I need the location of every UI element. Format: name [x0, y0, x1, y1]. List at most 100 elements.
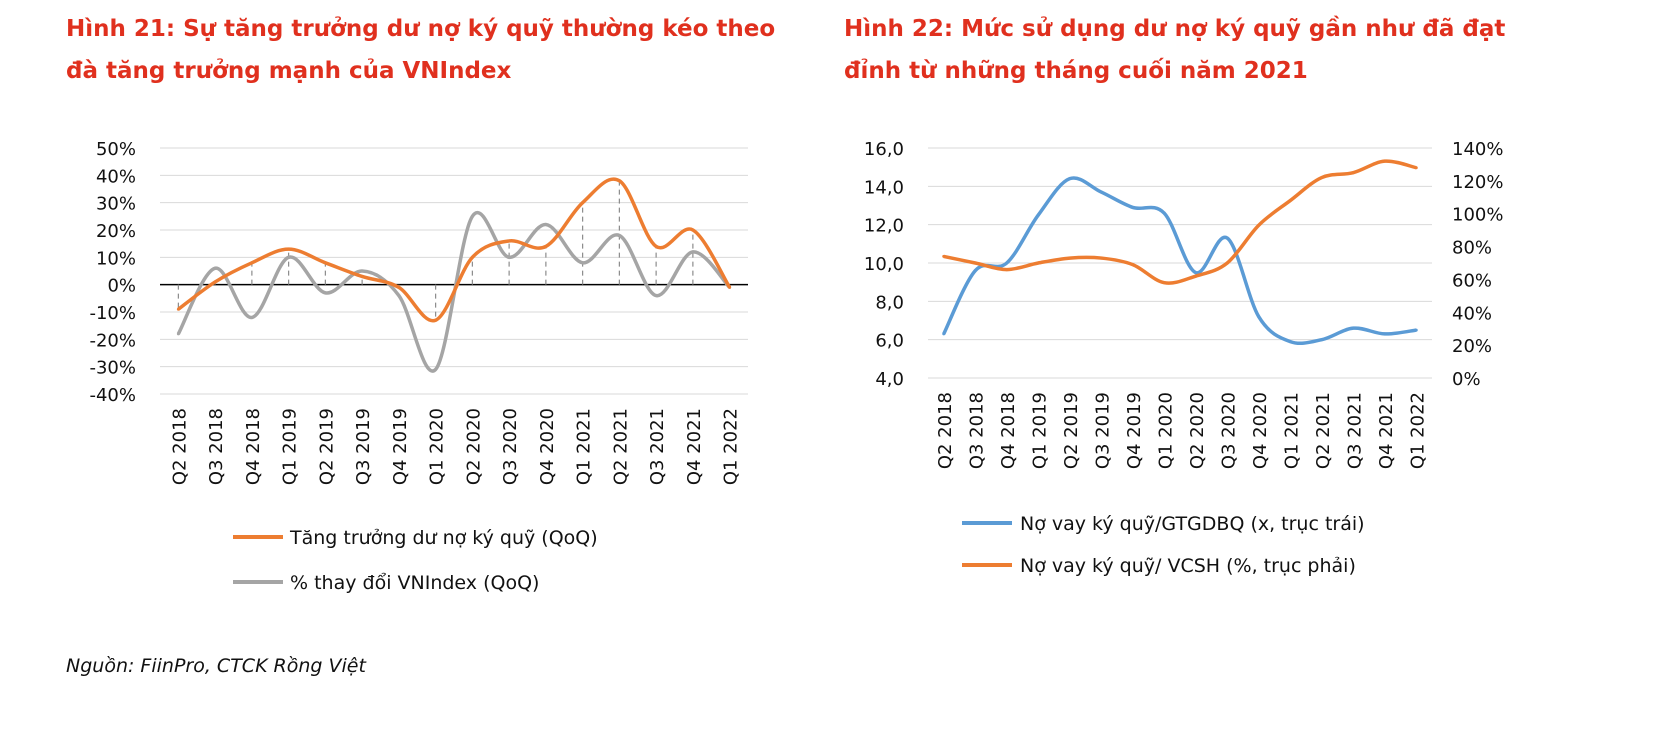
x-tick-label: Q2 2019 — [316, 408, 337, 485]
data-point — [1036, 261, 1040, 265]
data-point — [581, 261, 585, 265]
figure-21-title-line2: đà tăng trưởng mạnh của VNIndex — [66, 58, 512, 84]
data-point — [323, 261, 327, 265]
y-right-tick-label: 140% — [1452, 139, 1503, 160]
data-point — [360, 274, 364, 278]
y-right-tick-label: 60% — [1452, 270, 1492, 291]
data-point — [1414, 328, 1418, 332]
x-tick-label: Q2 2018 — [169, 408, 190, 485]
data-point — [1414, 166, 1418, 170]
legend-label: Nợ vay ký quỹ/GTGDBQ (x, trục trái) — [1020, 513, 1365, 535]
data-point — [691, 250, 695, 254]
y-tick-label: 30% — [96, 194, 136, 215]
y-right-tick-label: 80% — [1452, 238, 1492, 259]
x-tick-label: Q3 2020 — [500, 408, 521, 485]
x-tick-label: Q4 2018 — [243, 408, 264, 485]
data-point — [287, 255, 291, 259]
y-right-tick-label: 20% — [1452, 336, 1492, 357]
data-point — [1225, 236, 1229, 240]
y-tick-label: 0% — [107, 276, 136, 297]
x-tick-label: Q3 2020 — [1218, 392, 1239, 469]
x-tick-label: Q2 2020 — [463, 408, 484, 485]
data-point — [470, 214, 474, 218]
y-right-tick-label: 100% — [1452, 205, 1503, 226]
y-left-tick-label: 12,0 — [864, 216, 904, 237]
data-point — [973, 261, 977, 265]
x-tick-label: Q4 2020 — [1250, 392, 1271, 469]
data-point — [1131, 205, 1135, 209]
data-point — [250, 315, 254, 319]
y-tick-label: -10% — [89, 303, 136, 324]
data-point — [617, 233, 621, 237]
data-point — [1068, 177, 1072, 181]
data-point — [1225, 261, 1229, 265]
y-right-tick-label: 120% — [1452, 172, 1503, 193]
data-point — [942, 332, 946, 336]
x-tick-label: Q4 2019 — [390, 408, 411, 485]
data-point — [1005, 261, 1009, 265]
x-tick-label: Q4 2019 — [1124, 392, 1145, 469]
figure-21-title: Hình 21: Sự tăng trưởng dư nợ ký quỹ thư… — [66, 8, 796, 92]
x-tick-label: Q3 2021 — [647, 408, 668, 485]
data-point — [544, 223, 548, 227]
legend-label: Tăng trưởng dư nợ ký quỹ (QoQ) — [289, 527, 598, 549]
x-tick-label: Q1 2021 — [1281, 392, 1302, 469]
data-point — [1288, 199, 1292, 203]
series-line — [177, 177, 732, 323]
x-tick-label: Q1 2019 — [1029, 392, 1050, 469]
data-point — [617, 179, 621, 183]
y-left-tick-label: 14,0 — [864, 177, 904, 198]
data-point — [434, 318, 438, 322]
data-point — [397, 285, 401, 289]
y-tick-label: 10% — [96, 248, 136, 269]
data-point — [1099, 190, 1103, 194]
data-point — [434, 367, 438, 371]
legend-label: Nợ vay ký quỹ/ VCSH (%, trục phải) — [1020, 555, 1356, 577]
data-point — [1257, 223, 1261, 227]
data-point — [1162, 211, 1166, 215]
figure-22-title: Hình 22: Mức sử dụng dư nợ ký quỹ gần nh… — [844, 8, 1544, 92]
y-left-tick-label: 16,0 — [864, 139, 904, 160]
x-tick-label: Q2 2019 — [1061, 392, 1082, 469]
x-tick-label: Q1 2020 — [1155, 392, 1176, 469]
data-point — [1194, 274, 1198, 278]
x-tick-label: Q4 2021 — [684, 408, 705, 485]
data-point — [250, 261, 254, 265]
data-point — [654, 244, 658, 248]
y-tick-label: -40% — [89, 385, 136, 406]
x-tick-label: Q1 2021 — [574, 408, 595, 485]
x-tick-label: Q3 2019 — [1092, 392, 1113, 469]
y-tick-label: 20% — [96, 221, 136, 242]
data-point — [544, 244, 548, 248]
data-point — [213, 280, 217, 284]
y-left-tick-label: 10,0 — [864, 254, 904, 275]
data-point — [1131, 263, 1135, 267]
margin-debt-usage-chart: 16,0 14,0 12,0 10,0 8,0 6,0 4,0 140% 120% 100% 80%… — [864, 139, 1504, 577]
data-point — [507, 255, 511, 259]
series-line — [942, 176, 1417, 346]
y-tick-label: 40% — [96, 166, 136, 187]
y-tick-label: -20% — [89, 330, 136, 351]
x-tick-label: Q1 2019 — [280, 408, 301, 485]
y-right-tick-label: 0% — [1452, 369, 1481, 390]
data-point — [1383, 332, 1387, 336]
data-point — [1320, 176, 1324, 180]
data-point — [1351, 171, 1355, 175]
data-point — [213, 266, 217, 270]
y-left-tick-label: 6,0 — [875, 331, 904, 352]
figure-22-title-line1: Hình 22: Mức sử dụng dư nợ ký quỹ gần nh… — [844, 16, 1506, 42]
x-tick-label: Q3 2021 — [1344, 392, 1365, 469]
data-point — [287, 247, 291, 251]
source-note: Nguồn: FiinPro, CTCK Rồng Việt — [66, 655, 366, 677]
x-tick-label: Q2 2020 — [1187, 392, 1208, 469]
data-point — [1257, 315, 1261, 319]
x-tick-label: Q2 2018 — [935, 392, 956, 469]
data-point — [176, 307, 180, 311]
x-tick-label: Q1 2022 — [1407, 392, 1428, 469]
data-point — [360, 269, 364, 273]
data-point — [397, 294, 401, 298]
x-tick-label: Q2 2021 — [610, 408, 631, 485]
data-point — [1320, 338, 1324, 342]
figure-22-title-line2: đỉnh từ những tháng cuối năm 2021 — [844, 58, 1308, 84]
data-point — [691, 228, 695, 232]
